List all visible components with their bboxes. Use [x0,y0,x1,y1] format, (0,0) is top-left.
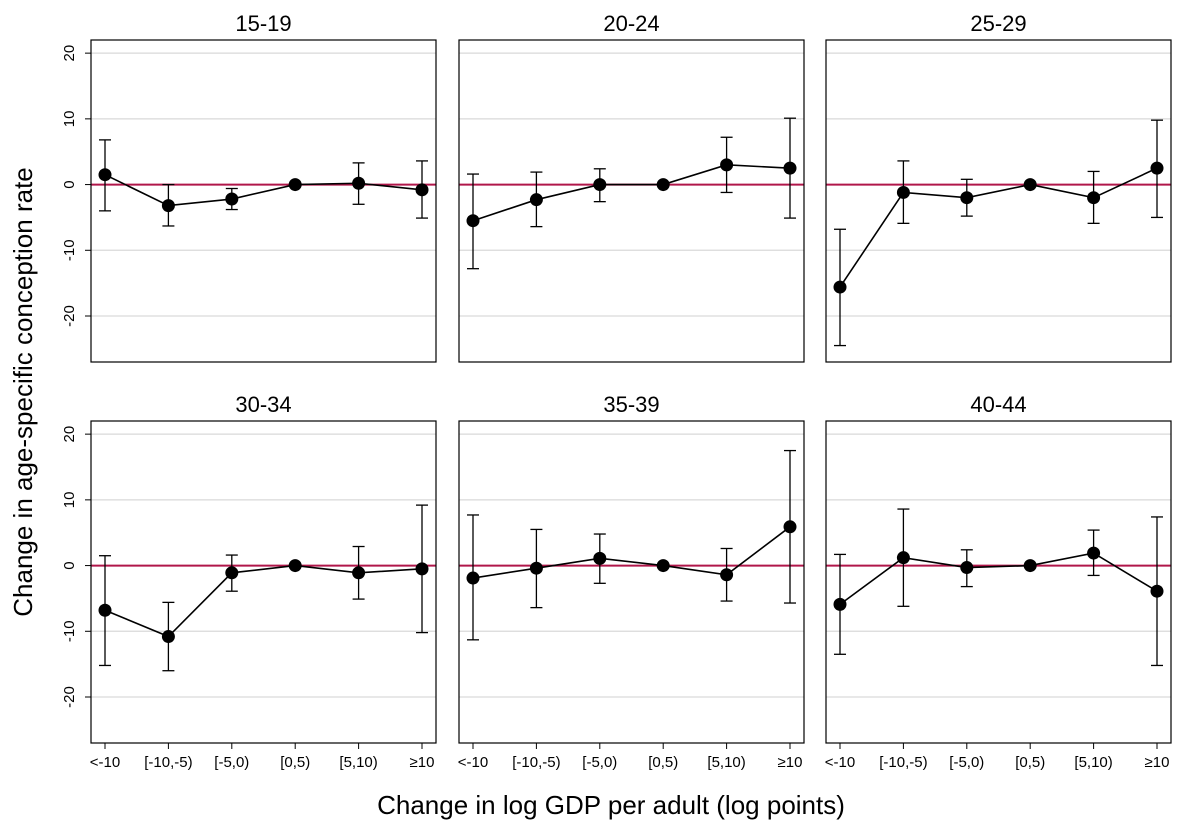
x-tick-label: [-5,0) [214,754,249,771]
data-point [896,185,910,199]
data-point [98,168,112,182]
panel-frame [90,39,437,363]
panel-frame [458,39,805,363]
y-tick-label: -20 [61,686,78,708]
y-tick-label: -10 [61,620,78,642]
data-point [593,178,607,192]
y-tick-label: 20 [61,426,78,443]
data-point [225,566,239,580]
data-point [352,566,366,580]
data-point [720,158,734,172]
data-point [960,191,974,205]
panel-title: 30-34 [235,392,291,417]
panel-title: 20-24 [603,11,659,36]
x-tick-label: [0,5) [1015,754,1045,771]
x-tick-label: [5,10) [339,754,377,771]
x-tick-label: [-10,-5) [879,754,927,771]
data-point [1087,546,1101,560]
y-tick-label: 20 [61,45,78,62]
data-point [656,178,670,192]
panel-frame [825,39,1172,363]
data-point [352,176,366,190]
data-point [593,551,607,565]
data-point [415,183,429,197]
panel-title: 35-39 [603,392,659,417]
data-point [288,559,302,573]
data-point [415,562,429,576]
data-point [833,280,847,294]
x-tick-label: [-5,0) [949,754,984,771]
x-tick-label: [-10,-5) [144,754,192,771]
series-line [839,167,1158,288]
x-axis-label: Change in log GDP per adult (log points) [377,790,845,820]
data-point [161,199,175,213]
panel-frame [90,420,437,744]
x-tick-label: ≥10 [410,754,435,771]
x-tick-label: ≥10 [778,754,803,771]
x-tick-label: [-10,-5) [512,754,560,771]
x-tick-label: [0,5) [648,754,678,771]
x-tick-label: [5,10) [1074,754,1112,771]
panel-title: 25-29 [970,11,1026,36]
x-tick-label: <-10 [458,754,488,771]
panel-frame [825,420,1172,744]
data-point [960,561,974,575]
data-point [225,192,239,206]
data-point [288,178,302,192]
data-point [466,571,480,585]
panel-title: 40-44 [970,392,1026,417]
series-line [839,552,1158,605]
data-point [1087,191,1101,205]
data-point [1023,559,1037,573]
data-point [1150,161,1164,175]
data-point [783,520,797,534]
y-tick-label: -10 [61,239,78,261]
x-tick-label: [5,10) [707,754,745,771]
data-point [529,561,543,575]
data-point [1150,584,1164,598]
data-point [833,597,847,611]
x-tick-label: [0,5) [280,754,310,771]
data-point [529,193,543,207]
x-tick-label: [-5,0) [582,754,617,771]
data-point [98,603,112,617]
data-point [1023,178,1037,192]
data-point [161,630,175,644]
x-tick-label: ≥10 [1145,754,1170,771]
data-point [896,551,910,565]
y-tick-label: 0 [61,180,78,188]
data-point [720,568,734,582]
data-point [783,161,797,175]
y-axis-label: Change in age-specific conception rate [8,167,38,617]
y-tick-label: -20 [61,305,78,327]
panel-title: 15-19 [235,11,291,36]
data-point [656,559,670,573]
series-line [472,526,791,579]
x-tick-label: <-10 [825,754,855,771]
x-tick-label: <-10 [90,754,120,771]
y-tick-label: 10 [61,492,78,509]
y-tick-label: 10 [61,111,78,128]
series-line [104,173,423,207]
panel-frame [458,420,805,744]
series-line [472,164,791,222]
y-tick-label: 0 [61,561,78,569]
data-point [466,214,480,228]
series-line [104,564,423,638]
